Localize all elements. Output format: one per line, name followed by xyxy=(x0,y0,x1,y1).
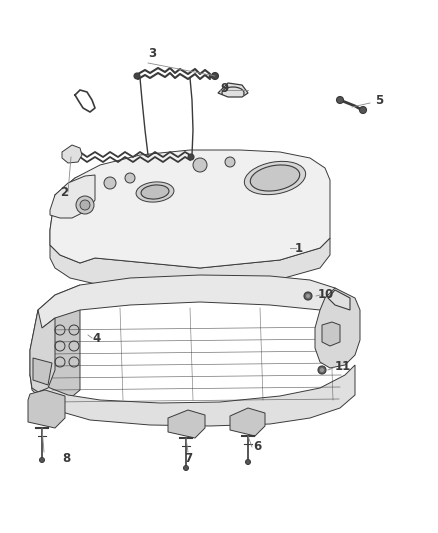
Circle shape xyxy=(125,173,135,183)
Circle shape xyxy=(304,292,312,300)
Circle shape xyxy=(360,107,367,114)
Polygon shape xyxy=(322,322,340,346)
Text: 8: 8 xyxy=(62,452,70,465)
Polygon shape xyxy=(168,410,205,438)
Ellipse shape xyxy=(141,185,169,199)
Circle shape xyxy=(212,72,219,79)
Circle shape xyxy=(320,368,324,372)
Circle shape xyxy=(188,154,194,160)
Circle shape xyxy=(336,96,343,103)
Circle shape xyxy=(80,200,90,210)
Circle shape xyxy=(76,196,94,214)
Circle shape xyxy=(104,177,116,189)
Circle shape xyxy=(225,157,235,167)
Polygon shape xyxy=(30,365,355,426)
Polygon shape xyxy=(315,288,360,368)
Polygon shape xyxy=(30,285,80,405)
Text: 9: 9 xyxy=(220,82,228,94)
Polygon shape xyxy=(50,238,330,290)
Ellipse shape xyxy=(136,182,174,202)
Circle shape xyxy=(193,158,207,172)
Ellipse shape xyxy=(250,165,300,191)
Circle shape xyxy=(306,294,310,298)
Polygon shape xyxy=(30,310,55,392)
Text: 3: 3 xyxy=(148,47,156,60)
Polygon shape xyxy=(218,83,248,97)
Circle shape xyxy=(39,457,45,463)
Text: 10: 10 xyxy=(318,287,334,301)
Text: 1: 1 xyxy=(295,241,303,254)
Polygon shape xyxy=(50,150,330,268)
Circle shape xyxy=(68,154,74,160)
Text: 6: 6 xyxy=(253,440,261,454)
Polygon shape xyxy=(38,275,355,335)
Circle shape xyxy=(134,73,140,79)
Polygon shape xyxy=(62,145,82,163)
Ellipse shape xyxy=(244,161,306,195)
Polygon shape xyxy=(50,175,95,218)
Circle shape xyxy=(246,459,251,464)
Circle shape xyxy=(184,465,188,471)
Text: 2: 2 xyxy=(60,185,68,198)
Polygon shape xyxy=(33,358,52,385)
Polygon shape xyxy=(328,290,350,310)
Text: 7: 7 xyxy=(184,452,192,465)
Text: 5: 5 xyxy=(375,93,383,107)
Polygon shape xyxy=(28,390,65,428)
Polygon shape xyxy=(230,408,265,436)
Circle shape xyxy=(318,366,326,374)
Text: 4: 4 xyxy=(92,332,100,344)
Text: 11: 11 xyxy=(335,360,351,374)
Polygon shape xyxy=(50,170,95,263)
